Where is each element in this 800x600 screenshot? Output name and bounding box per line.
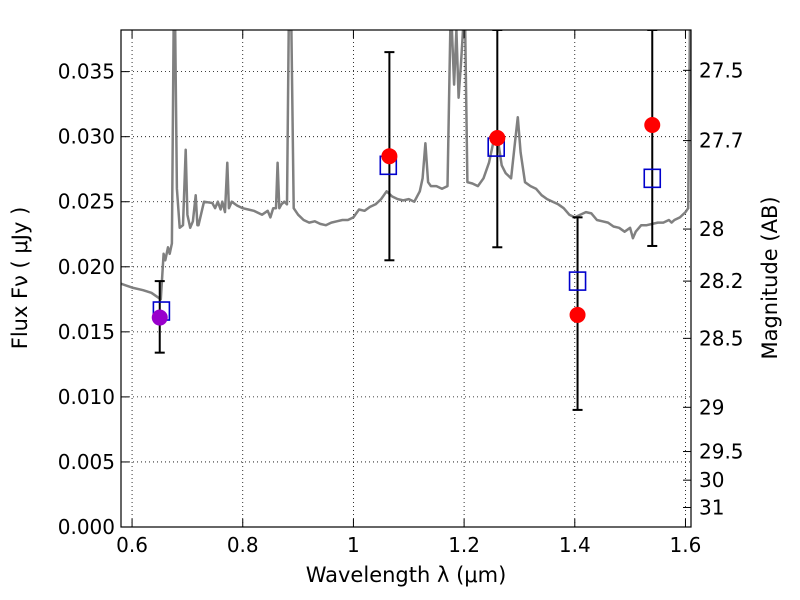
y-axis-ticks: 0.000 0.005 0.010 0.015 0.020 0.025 0.030 0.035 — [58, 60, 129, 539]
x-tick-label: 0.8 — [227, 533, 259, 557]
x-axis-label: Wavelength λ (μm) — [306, 563, 507, 587]
right-y-tick-label: 31 — [699, 495, 724, 519]
model-square-marker — [643, 168, 662, 189]
y-tick-label: 0.000 — [58, 515, 115, 539]
right-y-tick-label: 28.5 — [699, 326, 744, 350]
observed-photometry-points — [151, 116, 661, 326]
y-axis-label: Flux Fν ( μJy ) — [8, 207, 32, 350]
y-tick-label: 0.010 — [58, 385, 115, 409]
observed-point-marker — [381, 148, 398, 165]
right-y-tick-label: 27.7 — [699, 129, 744, 153]
y-tick-label: 0.025 — [58, 190, 115, 214]
right-y-tick-label: 29 — [699, 395, 724, 419]
y-tick-label: 0.035 — [58, 60, 115, 84]
x-tick-label: 1.2 — [448, 533, 480, 557]
spectrum-path — [121, 30, 691, 301]
right-y-tick-label: 30 — [699, 468, 724, 492]
model-photometry-points — [152, 137, 662, 321]
x-tick-label: 0.6 — [116, 533, 148, 557]
observed-point-marker — [489, 129, 506, 146]
right-y-tick-label: 27.5 — [699, 58, 744, 82]
model-spectrum-line — [121, 30, 691, 301]
x-tick-label: 1.6 — [670, 533, 702, 557]
grid-lines — [121, 30, 691, 528]
observed-point-marker — [644, 116, 661, 133]
right-y-axis-label: Magnitude (AB) — [758, 196, 782, 359]
observed-point-marker — [151, 309, 168, 326]
right-y-tick-label: 29.5 — [699, 440, 744, 464]
y-tick-label: 0.020 — [58, 255, 115, 279]
y-tick-label: 0.005 — [58, 450, 115, 474]
x-tick-label: 1 — [347, 533, 360, 557]
plot-frame — [120, 29, 692, 528]
right-y-tick-label: 28 — [699, 217, 724, 241]
y-tick-label: 0.030 — [58, 125, 115, 149]
error-bars — [154, 30, 658, 411]
observed-point-marker — [569, 306, 586, 323]
right-y-axis-ticks: 27.5 27.7 28 28.2 28.5 29 29.5 30 31 — [683, 58, 744, 519]
model-square-marker — [568, 271, 587, 291]
x-tick-label: 1.4 — [559, 533, 591, 557]
y-tick-label: 0.015 — [58, 320, 115, 344]
right-y-tick-label: 28.2 — [699, 269, 744, 293]
x-axis-ticks: 0.6 0.8 1 1.2 1.4 1.6 — [116, 30, 701, 557]
